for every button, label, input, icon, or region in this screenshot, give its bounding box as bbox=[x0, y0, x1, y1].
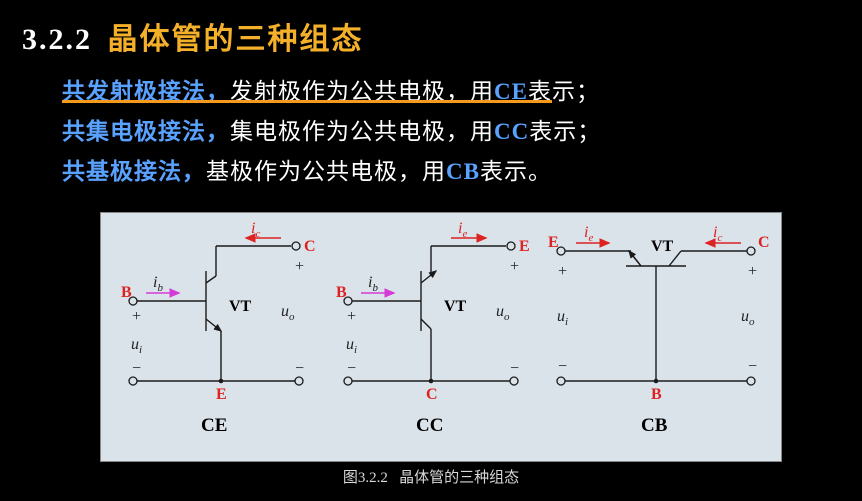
svg-text:ui: ui bbox=[557, 308, 568, 328]
cb-plus-in: + bbox=[557, 263, 568, 280]
ce-plus-in: + bbox=[131, 308, 142, 325]
cc-ui: u bbox=[346, 336, 354, 353]
section-number: 3.2.2 bbox=[22, 23, 92, 56]
cc-c-label: C bbox=[426, 386, 438, 403]
ce-uo: u bbox=[281, 303, 289, 320]
cb-uo-sub: o bbox=[749, 316, 755, 328]
caption-prefix: 图3.2.2 bbox=[343, 470, 388, 486]
underline-first-line bbox=[62, 100, 552, 103]
line-cb-symbol: CB bbox=[446, 159, 480, 184]
figure-caption: 图3.2.2 晶体管的三种组态 bbox=[0, 466, 862, 487]
ce-panel-label: CE bbox=[201, 415, 227, 436]
svg-text:ie: ie bbox=[584, 224, 593, 244]
line-cb-prefix: 共基极接法， bbox=[62, 159, 206, 184]
svg-text:ie: ie bbox=[458, 220, 467, 240]
svg-text:uo: uo bbox=[281, 303, 295, 323]
cc-ib-sub: b bbox=[372, 282, 378, 294]
svg-text:ui: ui bbox=[346, 336, 357, 356]
cb-ui-sub: i bbox=[565, 316, 568, 328]
cc-ui-sub: i bbox=[354, 344, 357, 356]
svg-text:ic: ic bbox=[713, 224, 722, 244]
line-ce: 共发射极接法，发射极作为公共电极，用CE表示； bbox=[62, 72, 601, 112]
cc-panel-label: CC bbox=[416, 415, 443, 436]
ce-ic-sub: c bbox=[255, 228, 260, 240]
cb-c-label: C bbox=[758, 234, 770, 251]
cb-panel-label: CB bbox=[641, 415, 668, 436]
line-cc-symbol: CC bbox=[494, 119, 529, 144]
line-cc: 共集电极接法，集电极作为公共电极，用CC表示； bbox=[62, 112, 601, 152]
ce-minus-out: − bbox=[294, 360, 305, 377]
cb-minus-in: − bbox=[557, 358, 568, 375]
section-title: 晶体管的三种组态 bbox=[108, 23, 364, 56]
cc-vt: VT bbox=[444, 298, 467, 315]
cc-minus-out: − bbox=[509, 360, 520, 377]
panel-ce: C + ic B ib VT bbox=[121, 220, 316, 436]
line-cb: 共基极接法，基极作为公共电极，用CB表示。 bbox=[62, 152, 601, 192]
ce-c-label: C bbox=[304, 238, 316, 255]
ce-ib-sub: b bbox=[157, 282, 163, 294]
ce-uo-sub: o bbox=[289, 311, 295, 323]
panel-cb: E C ie ic VT bbox=[548, 224, 770, 436]
cc-ie-sub: e bbox=[462, 228, 467, 240]
cb-vt: VT bbox=[651, 238, 674, 255]
cc-b-label: B bbox=[336, 284, 347, 301]
cc-uo: u bbox=[496, 303, 504, 320]
ce-b-label: B bbox=[121, 284, 132, 301]
cb-b-label: B bbox=[651, 386, 662, 403]
svg-text:uo: uo bbox=[496, 303, 510, 323]
cb-ic-sub: c bbox=[717, 232, 722, 244]
svg-text:uo: uo bbox=[741, 308, 755, 328]
ce-ui-sub: i bbox=[139, 344, 142, 356]
panel-cc: E + ie B ib VT C + ui − bbox=[336, 220, 530, 436]
cc-plus-in: + bbox=[346, 308, 357, 325]
cb-plus-out: + bbox=[747, 263, 758, 280]
ce-ui: u bbox=[131, 336, 139, 353]
cb-uo: u bbox=[741, 308, 749, 325]
svg-text:ib: ib bbox=[368, 274, 378, 294]
line-cc-mid: 集电极作为公共电极，用 bbox=[230, 119, 494, 144]
section-heading: 3.2.2 晶体管的三种组态 bbox=[22, 14, 364, 58]
line-cb-mid: 基极作为公共电极，用 bbox=[206, 159, 446, 184]
line-cc-suffix: 表示； bbox=[529, 119, 601, 144]
ce-vt: VT bbox=[229, 298, 252, 315]
slide: 3.2.2 晶体管的三种组态 共发射极接法，发射极作为公共电极，用CE表示； 共… bbox=[0, 0, 862, 501]
cc-minus-in: − bbox=[346, 360, 357, 377]
cb-e-label: E bbox=[548, 234, 559, 251]
bullet-lines: 共发射极接法，发射极作为公共电极，用CE表示； 共集电极接法，集电极作为公共电极… bbox=[62, 72, 601, 192]
cc-e-label: E bbox=[519, 238, 530, 255]
svg-text:ib: ib bbox=[153, 274, 163, 294]
cb-ui: u bbox=[557, 308, 565, 325]
ce-minus-in: − bbox=[131, 360, 142, 377]
cb-minus-out: − bbox=[747, 358, 758, 375]
caption-title: 晶体管的三种组态 bbox=[399, 470, 519, 486]
line-cc-prefix: 共集电极接法， bbox=[62, 119, 230, 144]
ce-e-label: E bbox=[216, 386, 227, 403]
svg-text:ic: ic bbox=[251, 220, 260, 240]
svg-text:ui: ui bbox=[131, 336, 142, 356]
line-cb-suffix: 表示。 bbox=[480, 159, 552, 184]
ce-plus-top: + bbox=[294, 258, 305, 275]
figure-box: C + ic B ib VT bbox=[100, 212, 782, 462]
cb-ie-sub: e bbox=[588, 232, 593, 244]
cc-plus-top: + bbox=[509, 258, 520, 275]
cc-uo-sub: o bbox=[504, 311, 510, 323]
circuits-svg: C + ic B ib VT bbox=[101, 213, 781, 461]
